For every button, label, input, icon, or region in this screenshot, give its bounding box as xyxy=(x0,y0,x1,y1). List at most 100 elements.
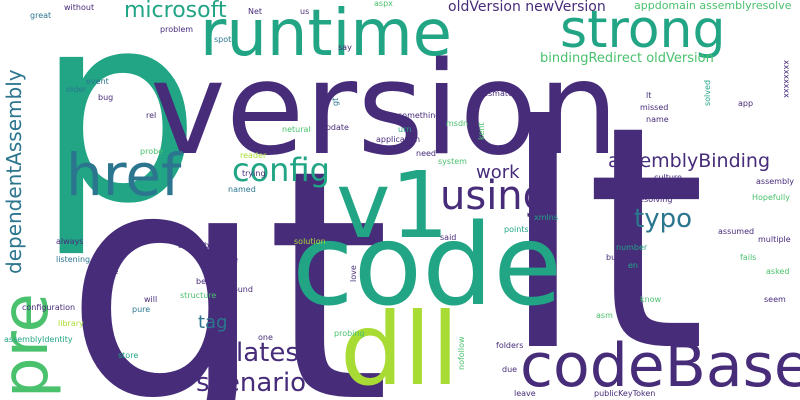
word-typo: typo xyxy=(634,204,692,234)
word-gt-small: gt xyxy=(331,97,340,106)
word-scenario: scenario xyxy=(196,368,307,398)
word-dll: dll xyxy=(340,291,460,400)
word-always: always xyxy=(56,237,84,246)
word-app: app xyxy=(738,99,754,108)
word-using: using xyxy=(440,173,549,219)
word-will: will xyxy=(144,295,158,304)
word-private: private xyxy=(90,267,119,276)
word-asm: asm xyxy=(596,311,613,320)
word-en: en xyxy=(628,261,638,270)
word-mismatch: mismatch xyxy=(478,89,518,98)
word-asked: asked xyxy=(766,267,790,276)
word-points: points xyxy=(504,225,529,234)
word-appdomain-assemblyresolve: appdomain assemblyresolve xyxy=(634,0,792,12)
word-something: something xyxy=(398,111,441,120)
word-probing: probing xyxy=(334,329,365,338)
word-assembly: assembly xyxy=(756,177,794,186)
word-netural: netural xyxy=(282,125,311,134)
word-v1: v1 xyxy=(336,152,449,259)
word-lt-small: lt xyxy=(646,91,652,100)
word-probe: probe xyxy=(140,147,164,156)
word-gt: gt xyxy=(64,102,391,400)
word-us: us xyxy=(300,7,310,16)
word-lt: lt xyxy=(500,60,707,400)
word-spot: spot xyxy=(214,35,232,44)
word-work: work xyxy=(476,162,520,183)
word-love: love xyxy=(349,265,358,282)
word-seem: seem xyxy=(764,295,786,304)
word-trying: trying xyxy=(242,169,266,178)
word-listening: listening xyxy=(56,255,91,264)
word-Hopefully: Hopefully xyxy=(752,193,790,202)
word-number: number xyxy=(616,243,648,252)
word-latest: latest xyxy=(236,338,310,368)
word-version: version xyxy=(150,35,619,184)
word-resolving: resolving xyxy=(636,195,673,204)
word-msdn: msdn xyxy=(446,119,469,128)
word-dependentAssembly: dependentAssembly xyxy=(2,69,26,274)
word-p: p xyxy=(36,0,202,261)
word-config: config xyxy=(232,151,330,189)
word-without: without xyxy=(64,3,95,12)
word-urn: urn xyxy=(398,125,412,134)
word-know: know xyxy=(640,295,662,304)
word-Net: Net xyxy=(248,7,263,16)
word-solution: solution xyxy=(294,237,326,246)
word-build: build xyxy=(606,253,626,262)
word-schemas: schemas xyxy=(636,185,672,194)
word-need: need xyxy=(416,149,436,158)
word-assemblyIdentity: assemblyIdentity xyxy=(4,335,73,344)
word-culture: culture xyxy=(654,173,682,182)
word-bindingRedirect-oldVersion: bindingRedirect oldVersion xyxy=(540,51,714,66)
word-great: great xyxy=(30,11,52,20)
word-named: named xyxy=(228,185,256,194)
word-system: system xyxy=(438,157,467,166)
word-say: say xyxy=(338,43,352,52)
word-match: match xyxy=(368,145,394,154)
word-one: one xyxy=(258,333,273,342)
word-folders: folders xyxy=(496,341,524,350)
word-found: found xyxy=(230,285,253,294)
word-solved: solved xyxy=(703,79,712,106)
word-see: see xyxy=(224,255,239,264)
word-tag: tag xyxy=(198,312,228,333)
word-leave: leave xyxy=(514,389,536,398)
word-application: application xyxy=(376,135,421,144)
word-fails: fails xyxy=(740,253,757,262)
word-better: better xyxy=(196,277,221,286)
word-assemblyBinding: assemblyBinding xyxy=(608,150,771,172)
word-aspx: aspx xyxy=(374,0,393,8)
word-publicKeyToken: publicKeyToken xyxy=(594,389,656,398)
word-problem: problem xyxy=(160,25,194,34)
word-pure: pure xyxy=(132,305,151,314)
word-oldVersion-newVersion: oldVersion newVersion xyxy=(448,0,606,15)
word-multiple: multiple xyxy=(758,235,791,244)
word-microsoft: microsoft xyxy=(124,0,227,23)
word-bug: bug xyxy=(98,93,114,102)
word-store: store xyxy=(118,351,139,360)
word-said: said xyxy=(440,233,457,242)
word-assemblies: assemblies xyxy=(178,241,223,250)
word-xxxxxxxx: xxxxxxxx xyxy=(782,60,791,98)
word-code: code xyxy=(292,201,563,331)
word-rel: rel xyxy=(146,111,157,120)
word-kent: kent xyxy=(477,122,486,140)
word-strong: strong xyxy=(560,0,726,60)
word-reader: reader xyxy=(240,151,267,160)
word-xmlns: xmlns xyxy=(534,213,558,222)
word-event: event xyxy=(86,77,109,86)
word-missed: missed xyxy=(640,103,669,112)
word-due: due xyxy=(502,365,518,374)
word-codeBase: codeBase xyxy=(520,331,800,400)
word-name: name xyxy=(646,115,669,124)
word-configuration: configuration xyxy=(22,303,76,312)
word-nofollow: nofollow xyxy=(457,336,466,370)
word-href: href xyxy=(66,141,182,209)
word-runtime: runtime xyxy=(200,0,453,71)
word-library: library xyxy=(58,319,84,328)
word-assumed: assumed xyxy=(718,227,755,236)
word-finds: finds xyxy=(615,206,624,226)
word-structure: structure xyxy=(180,291,217,300)
word-Update: Update xyxy=(320,123,349,132)
